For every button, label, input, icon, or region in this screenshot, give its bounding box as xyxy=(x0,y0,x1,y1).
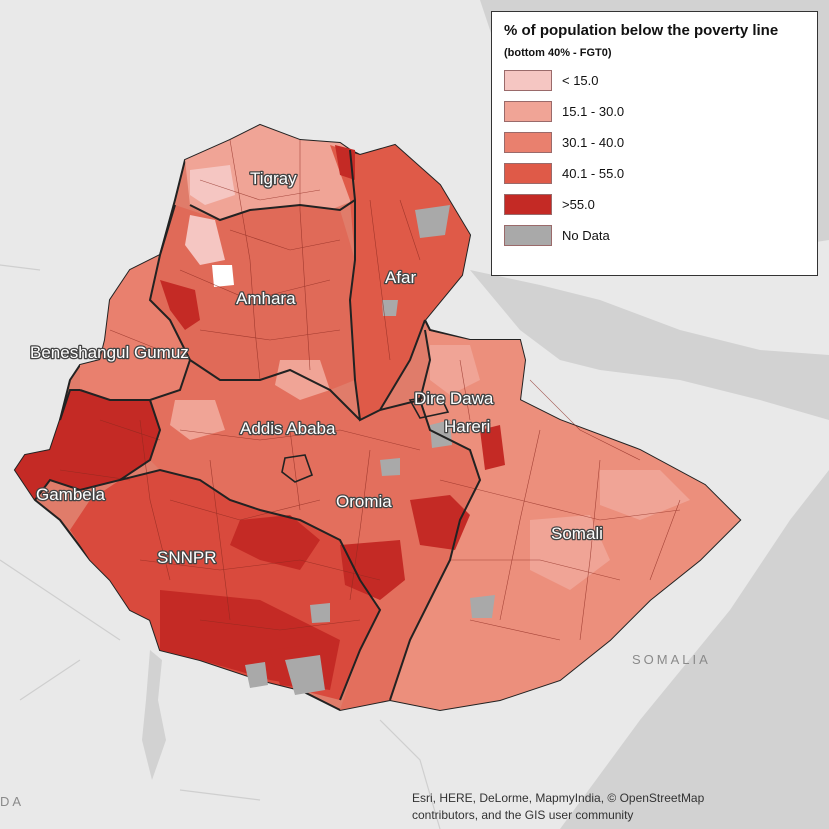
legend-swatch xyxy=(504,70,552,91)
no-data-8 xyxy=(380,458,400,476)
map-attribution[interactable]: Esri, HERE, DeLorme, MapmyIndia, © OpenS… xyxy=(412,790,822,824)
legend-item: < 15.0 xyxy=(504,65,805,96)
no-data-3 xyxy=(285,655,325,695)
region-label-hareri: Hareri xyxy=(444,417,490,436)
neighbor-borders xyxy=(0,264,441,829)
indian-ocean xyxy=(560,470,829,829)
light-patch-7 xyxy=(170,400,225,440)
legend-item: 15.1 - 30.0 xyxy=(504,96,805,127)
attribution-line: Esri, HERE, DeLorme, MapmyIndia, © OpenS… xyxy=(412,791,705,805)
no-data-6 xyxy=(382,300,398,316)
patch-7 xyxy=(480,425,505,470)
legend-label: 15.1 - 30.0 xyxy=(562,104,625,119)
region-label-addis: Addis Ababa xyxy=(240,419,336,438)
legend-swatch xyxy=(504,225,552,246)
light-patch-3 xyxy=(430,345,480,395)
legend-label: >55.0 xyxy=(562,197,595,212)
legend-label: < 15.0 xyxy=(562,73,599,88)
legend-title: % of population below the poverty line xyxy=(504,22,779,39)
light-patch-1 xyxy=(190,165,235,205)
region-label-tigray: Tigray xyxy=(250,169,297,188)
legend-label: 30.1 - 40.0 xyxy=(562,135,625,150)
legend-item: 30.1 - 40.0 xyxy=(504,127,805,158)
legend-swatch xyxy=(504,163,552,184)
light-patch-2 xyxy=(185,215,225,265)
region-boundaries xyxy=(34,149,482,701)
country-label-somalia: SOMALIA xyxy=(632,652,711,667)
oromia-zone xyxy=(150,360,480,710)
region-label-somali: Somali xyxy=(551,524,603,543)
country-label-edge: DA xyxy=(0,794,24,809)
region-label-afar: Afar xyxy=(385,268,417,287)
addis-boundary xyxy=(281,454,314,483)
legend-item: >55.0 xyxy=(504,189,805,220)
legend: % of population below the poverty line (… xyxy=(491,11,818,276)
light-patch-4 xyxy=(530,515,610,590)
legend-swatch xyxy=(504,101,552,122)
gulf-of-aden xyxy=(470,270,829,420)
white-patch xyxy=(212,265,234,287)
legend-item: 40.1 - 55.0 xyxy=(504,158,805,189)
gambela-zone xyxy=(15,390,160,500)
legend-swatch xyxy=(504,194,552,215)
light-patch-5 xyxy=(600,470,690,520)
attribution-line: contributors, and the GIS user community xyxy=(412,808,634,822)
legend-label: 40.1 - 55.0 xyxy=(562,166,625,181)
legend-item: No Data xyxy=(504,220,805,251)
patch-1 xyxy=(160,280,200,330)
dire-dawa-boundary xyxy=(408,394,450,419)
no-data-4 xyxy=(245,662,268,688)
region-label-amhara: Amhara xyxy=(236,289,296,308)
legend-subtitle: (bottom 40% - FGT0) xyxy=(504,47,612,59)
region-label-snnpr: SNNPR xyxy=(157,548,217,567)
legend-swatch xyxy=(504,132,552,153)
region-label-beneshangul: Beneshangul Gumuz xyxy=(30,343,189,362)
patch-4 xyxy=(230,515,320,570)
no-data-2 xyxy=(430,420,452,448)
region-label-oromia: Oromia xyxy=(336,492,392,511)
no-data-5 xyxy=(470,595,495,618)
lake-turkana xyxy=(142,650,166,780)
no-data-1 xyxy=(415,205,450,238)
region-label-gambela: Gambela xyxy=(36,485,106,504)
no-data-7 xyxy=(310,603,330,623)
legend-label: No Data xyxy=(562,228,610,243)
region-label-dire-dawa: Dire Dawa xyxy=(414,389,494,408)
beneshangul-zone xyxy=(80,255,190,400)
district-boundaries xyxy=(59,139,681,641)
